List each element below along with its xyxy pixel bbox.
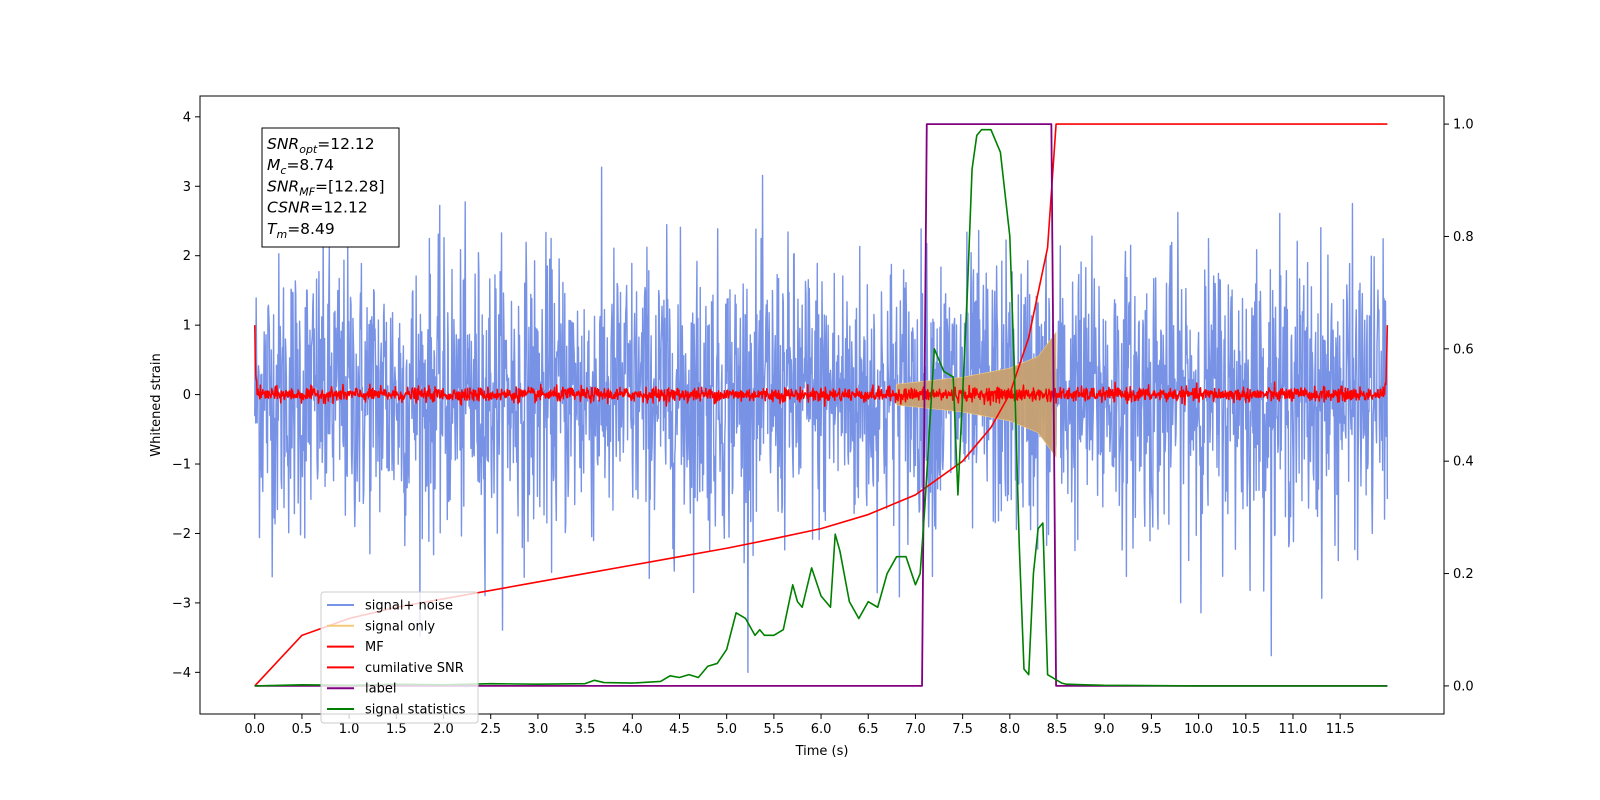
x-tick-label: 7.0 — [905, 722, 926, 737]
plot-frame — [199, 95, 1445, 715]
x-axis-label: Time (s) — [795, 744, 849, 759]
x-tick-label: 4.0 — [622, 722, 643, 737]
y-right-tick-label: 0.4 — [1453, 455, 1474, 470]
y-left-tick-label: 2 — [183, 249, 191, 264]
y-left-tick-label: −1 — [172, 458, 191, 473]
legend-label: signal only — [365, 619, 435, 634]
x-tick-label: 11.5 — [1326, 722, 1355, 737]
x-tick-label: 4.5 — [669, 722, 690, 737]
y-right-tick-label: 1.0 — [1453, 118, 1474, 133]
series-signal-noise — [254, 166, 1389, 674]
y-left-tick-label: −4 — [172, 666, 191, 681]
x-tick-label: 8.5 — [1047, 722, 1068, 737]
y-left-tick-label: 0 — [183, 388, 191, 403]
x-tick-label: 2.5 — [480, 722, 501, 737]
x-tick-label: 0.5 — [292, 722, 313, 737]
y-right-tick-label: 0.8 — [1453, 230, 1474, 245]
legend-label: cumilative SNR — [365, 661, 464, 676]
x-tick-label: 1.0 — [339, 722, 360, 737]
y-left-tick-label: −2 — [172, 527, 191, 542]
x-tick-label: 9.0 — [1094, 722, 1115, 737]
x-tick-label: 6.0 — [811, 722, 832, 737]
legend-label: MF — [365, 640, 384, 655]
x-tick-label: 3.5 — [575, 722, 596, 737]
y-left-tick-label: 1 — [183, 319, 191, 334]
y-axis-right: 0.0 0.2 0.4 0.6 0.8 1.0 — [1444, 118, 1474, 694]
series-signal-statistics — [254, 128, 1388, 687]
legend-label: signal+ noise — [365, 599, 453, 614]
legend: signal+ noise signal only MF cumilative SNR… — [320, 591, 479, 724]
x-tick-label: 10.5 — [1231, 722, 1260, 737]
annotation-line: SNRopt=12.12 — [267, 135, 375, 156]
legend-label: label — [365, 682, 396, 697]
x-tick-label: 5.0 — [716, 722, 737, 737]
y-left-tick-label: −3 — [172, 596, 191, 611]
y-right-tick-label: 0.6 — [1453, 342, 1474, 357]
annotation-line: Tm=8.49 — [267, 220, 335, 241]
y-left-tick-label: 4 — [183, 110, 191, 125]
legend-frame — [320, 591, 479, 724]
annotation-line: SNRMF=[12.28] — [267, 177, 385, 198]
x-tick-label: 6.5 — [858, 722, 879, 737]
x-tick-label: 11.0 — [1279, 722, 1308, 737]
annotation-line: Mc=8.74 — [267, 156, 334, 177]
y-right-tick-label: 0.0 — [1453, 679, 1474, 694]
x-tick-label: 3.0 — [528, 722, 549, 737]
x-axis: 0.0 0.5 1.0 1.5 2.0 2.5 3.0 3.5 4.0 4.5 5.0 5.5 6.0 6… — [244, 714, 1355, 737]
x-tick-label: 7.5 — [952, 722, 973, 737]
x-tick-label: 1.5 — [386, 722, 407, 737]
x-tick-label: 8.0 — [999, 722, 1020, 737]
series-mf — [253, 325, 1389, 408]
x-tick-label: 0.0 — [244, 722, 265, 737]
y-axis-left: −4 −3 −2 −1 0 1 2 3 4 — [172, 110, 200, 681]
x-tick-label: 2.0 — [433, 722, 454, 737]
annotation-line: CSNR=12.12 — [267, 199, 368, 217]
x-tick-label: 5.5 — [764, 722, 785, 737]
y-right-tick-label: 0.2 — [1453, 567, 1474, 582]
y-axis-label: Whitened strain — [149, 353, 164, 456]
y-left-tick-label: 3 — [183, 180, 191, 195]
x-tick-label: 10.0 — [1184, 722, 1213, 737]
legend-label: signal statistics — [365, 703, 466, 718]
annotation-frame — [261, 127, 400, 248]
x-tick-label: 9.5 — [1141, 722, 1162, 737]
annotation-box: SNRopt=12.12Mc=8.74SNRMF=[12.28]CSNR=12.… — [261, 127, 400, 248]
